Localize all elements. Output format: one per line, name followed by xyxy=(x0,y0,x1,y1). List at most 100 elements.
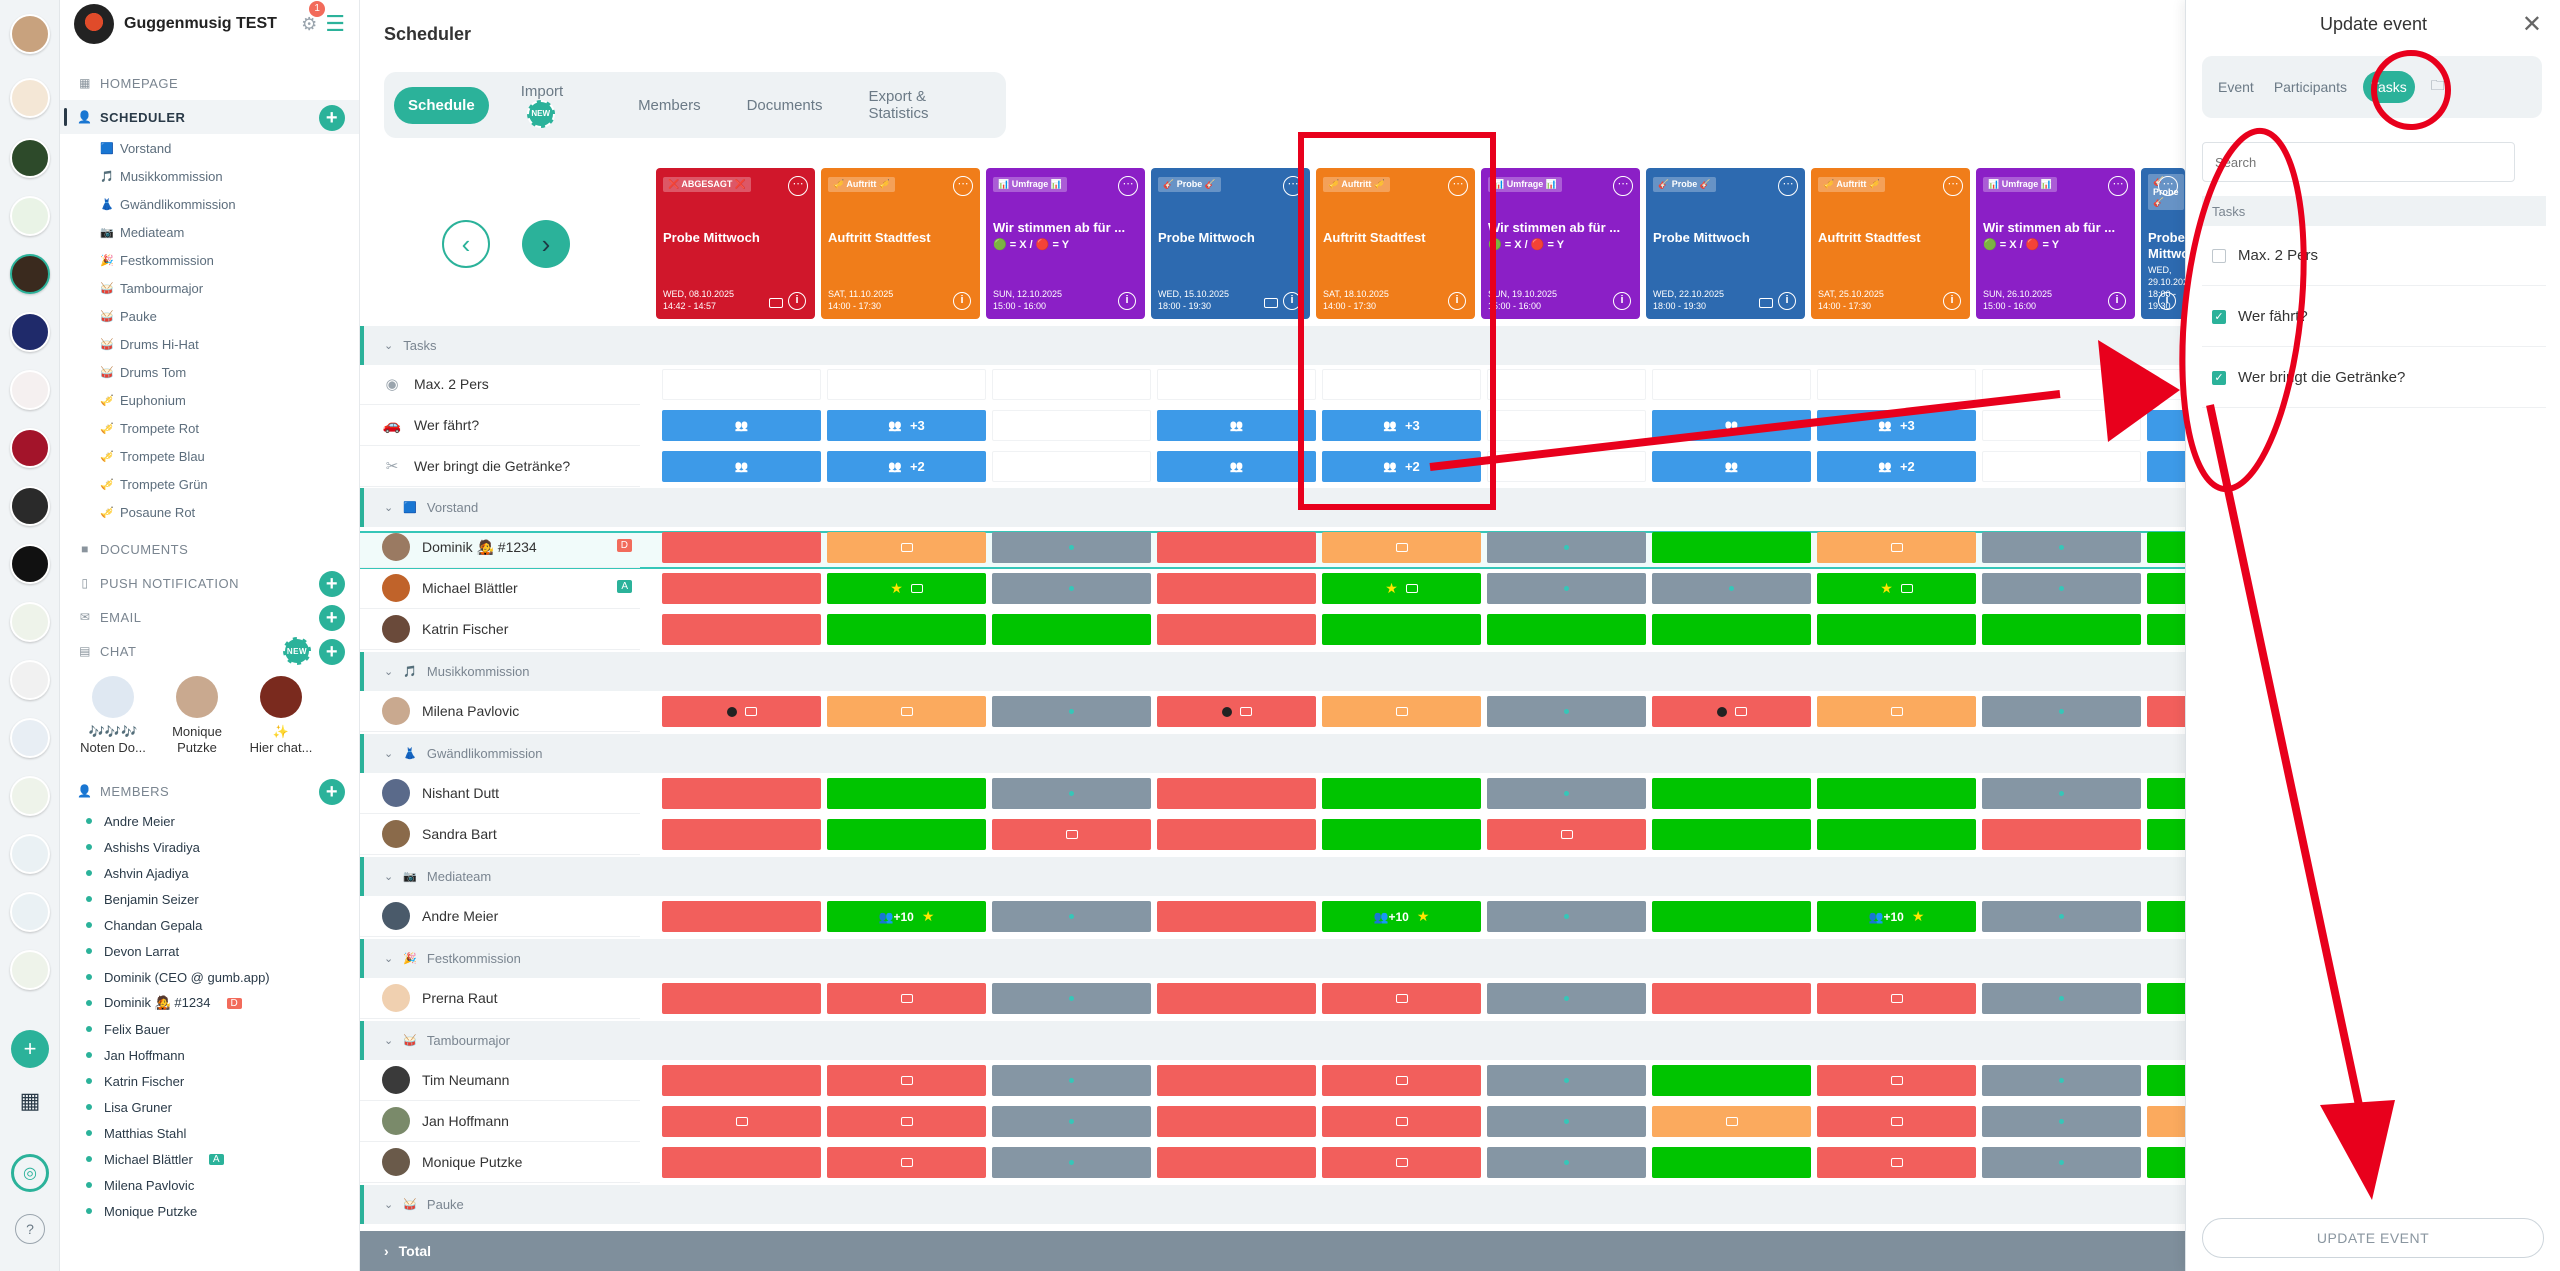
chat-item[interactable]: Monique Putzke xyxy=(162,676,232,756)
availability-cell[interactable]: 👥+10 ★ xyxy=(1817,901,1976,932)
availability-cell[interactable] xyxy=(1157,573,1316,604)
info-icon[interactable]: i xyxy=(1448,292,1466,310)
group-header[interactable]: ⌄ 🎉 Festkommission xyxy=(360,939,2185,978)
availability-cell[interactable] xyxy=(827,532,986,563)
availability-cell[interactable] xyxy=(1652,573,1811,604)
availability-cell[interactable] xyxy=(992,778,1151,809)
availability-cell[interactable] xyxy=(992,1106,1151,1137)
checkbox-checked-icon[interactable]: ✓ xyxy=(2212,370,2226,385)
grid-icon[interactable]: ▦ xyxy=(19,1088,41,1113)
scheduler-item[interactable]: 🎵 Musikkommission xyxy=(60,162,359,190)
member-row[interactable]: Prerna Raut xyxy=(360,978,640,1019)
availability-cell[interactable] xyxy=(827,369,986,400)
availability-cell[interactable] xyxy=(1652,1106,1811,1137)
availability-cell[interactable] xyxy=(1652,1065,1811,1096)
availability-cell[interactable]: 👥 xyxy=(662,451,821,482)
event-card[interactable]: 🎺 Auftritt 🎺 ⋯ Auftritt Stadtfest SAT, 25.1… xyxy=(1811,168,1970,319)
availability-cell[interactable] xyxy=(827,1147,986,1178)
task-checkbox-row[interactable]: Max. 2 Pers xyxy=(2202,226,2546,286)
availability-cell[interactable] xyxy=(827,614,986,645)
availability-cell[interactable] xyxy=(1817,1147,1976,1178)
member-item[interactable]: Andre Meier xyxy=(60,808,359,834)
workspace-icon[interactable] xyxy=(10,428,50,468)
availability-cell[interactable] xyxy=(1982,573,2141,604)
member-item[interactable]: Dominik 🧑‍🎤 #1234 D xyxy=(60,990,359,1016)
workspace-icon[interactable] xyxy=(10,486,50,526)
availability-cell[interactable] xyxy=(992,1147,1151,1178)
scheduler-item[interactable]: 🥁 Drums Hi-Hat xyxy=(60,330,359,358)
availability-cell[interactable] xyxy=(662,369,821,400)
nav-chat[interactable]: ▤ CHAT NEW + xyxy=(60,634,359,668)
availability-cell[interactable] xyxy=(662,1065,821,1096)
more-options-icon[interactable]: ⋯ xyxy=(2108,176,2128,196)
availability-cell[interactable] xyxy=(1322,532,1481,563)
more-options-icon[interactable]: ⋯ xyxy=(1778,176,1798,196)
availability-cell[interactable] xyxy=(1817,778,1976,809)
availability-cell[interactable] xyxy=(1652,532,1811,563)
availability-cell[interactable] xyxy=(992,532,1151,563)
availability-cell[interactable]: 👥 +3 xyxy=(1817,410,1976,441)
close-icon[interactable]: ✕ xyxy=(2521,11,2542,38)
tab-schedule[interactable]: Schedule xyxy=(394,86,489,124)
member-item[interactable]: Benjamin Seizer xyxy=(60,886,359,912)
availability-cell[interactable]: ★ xyxy=(1817,573,1976,604)
availability-cell[interactable] xyxy=(1487,573,1646,604)
event-card[interactable]: 📊 Umfrage 📊 ⋯ Wir stimmen ab für ... 🟢 = X … xyxy=(986,168,1145,319)
availability-cell[interactable] xyxy=(1982,451,2141,482)
member-row[interactable]: Jan Hoffmann xyxy=(360,1101,640,1142)
add-push-button[interactable]: + xyxy=(319,571,345,597)
availability-cell[interactable] xyxy=(1487,696,1646,727)
availability-cell[interactable] xyxy=(1982,614,2141,645)
info-icon[interactable]: i xyxy=(1613,292,1631,310)
availability-cell[interactable] xyxy=(992,369,1151,400)
availability-cell[interactable] xyxy=(1817,696,1976,727)
add-chat-button[interactable]: + xyxy=(319,639,345,665)
availability-cell[interactable] xyxy=(1487,1147,1646,1178)
add-scheduler-button[interactable]: + xyxy=(319,105,345,131)
availability-cell[interactable] xyxy=(662,696,821,727)
more-options-icon[interactable]: ⋯ xyxy=(953,176,973,196)
availability-cell[interactable] xyxy=(662,573,821,604)
event-card[interactable]: 🎺 Auftritt 🎺 ⋯ Auftritt Stadtfest SAT, 18.1… xyxy=(1316,168,1475,319)
availability-cell[interactable] xyxy=(1982,369,2141,400)
availability-cell[interactable] xyxy=(992,573,1151,604)
availability-cell[interactable] xyxy=(662,983,821,1014)
help-icon[interactable]: ? xyxy=(15,1214,45,1244)
panel-tab-tasks[interactable]: Tasks xyxy=(2362,71,2415,103)
scheduler-item[interactable]: 📷 Mediateam xyxy=(60,218,359,246)
member-item[interactable]: Dominik (CEO @ gumb.app) xyxy=(60,964,359,990)
info-icon[interactable]: i xyxy=(2158,292,2176,310)
availability-cell[interactable] xyxy=(827,819,986,850)
availability-cell[interactable] xyxy=(1487,369,1646,400)
availability-cell[interactable] xyxy=(1322,696,1481,727)
workspace-icon-active[interactable] xyxy=(10,254,50,294)
group-header[interactable]: ⌄ 🎵 Musikkommission xyxy=(360,652,2185,691)
availability-cell[interactable] xyxy=(1652,778,1811,809)
info-icon[interactable]: i xyxy=(953,292,971,310)
member-item[interactable]: Milena Pavlovic xyxy=(60,1172,359,1198)
scheduler-item[interactable]: 🎺 Trompete Blau xyxy=(60,442,359,470)
availability-cell[interactable] xyxy=(1157,901,1316,932)
availability-cell[interactable] xyxy=(1982,819,2141,850)
group-header[interactable]: ⌄ 👗 Gwändlikommission xyxy=(360,734,2185,773)
availability-cell[interactable] xyxy=(1157,778,1316,809)
workspace-icon[interactable] xyxy=(10,718,50,758)
member-row[interactable]: Katrin Fischer xyxy=(360,609,640,650)
workspace-icon[interactable] xyxy=(10,950,50,990)
event-card[interactable]: 📊 Umfrage 📊 ⋯ Wir stimmen ab für ... 🟢 = X … xyxy=(1976,168,2135,319)
workspace-icon[interactable] xyxy=(10,196,50,236)
availability-cell[interactable] xyxy=(1817,532,1976,563)
availability-cell[interactable]: 👥 +3 xyxy=(827,410,986,441)
availability-cell[interactable] xyxy=(1322,819,1481,850)
availability-cell[interactable] xyxy=(1322,778,1481,809)
org-logo[interactable] xyxy=(74,4,114,44)
availability-cell[interactable] xyxy=(1652,901,1811,932)
workspace-icon[interactable] xyxy=(10,892,50,932)
gear-icon[interactable]: ⚙ xyxy=(301,13,318,34)
availability-cell[interactable]: 👥+10 ★ xyxy=(1322,901,1481,932)
group-header[interactable]: ⌄ 📷 Mediateam xyxy=(360,857,2185,896)
availability-cell[interactable] xyxy=(992,451,1151,482)
availability-cell[interactable] xyxy=(662,614,821,645)
availability-cell[interactable] xyxy=(1157,696,1316,727)
nav-members[interactable]: 👤 MEMBERS + xyxy=(60,774,359,808)
